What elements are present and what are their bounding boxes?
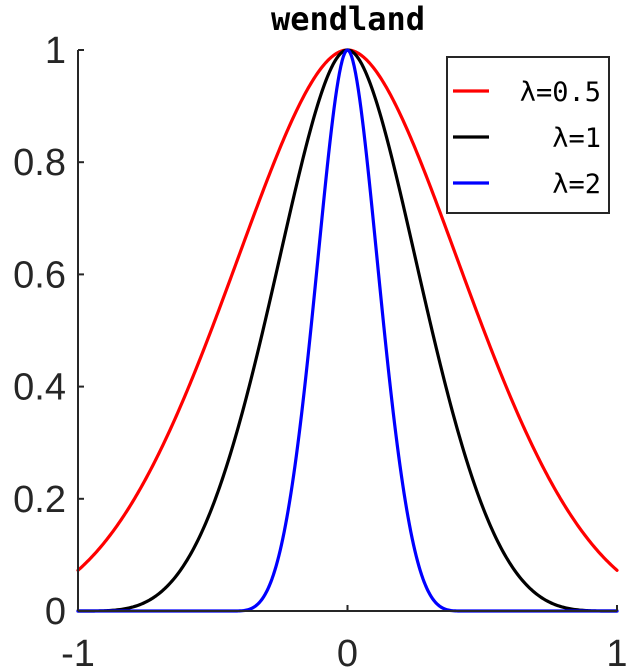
y-tick-label: 0.2 xyxy=(13,479,66,521)
y-tick-label: 1 xyxy=(45,30,66,72)
legend-label-1: λ=0.5 xyxy=(520,77,601,108)
axes: 00.20.40.60.81-1 0 1 xyxy=(13,30,627,669)
y-tick-label: 0 xyxy=(45,591,66,633)
legend-box xyxy=(446,56,610,214)
x-tick-label: -1 xyxy=(61,633,95,669)
legend-label-2: λ=1 xyxy=(552,123,601,154)
y-tick-label: 0.4 xyxy=(13,367,66,409)
x-tick-label: 1 xyxy=(606,633,627,669)
y-tick-label: 0.6 xyxy=(13,254,66,296)
legend-label-3: λ=2 xyxy=(552,169,601,200)
y-tick-label: 0.8 xyxy=(13,142,66,184)
legend: λ=0.5 λ=1 λ=2 xyxy=(446,56,610,214)
chart-title: wendland xyxy=(271,0,425,38)
x-tick-label: 0 xyxy=(337,633,358,669)
